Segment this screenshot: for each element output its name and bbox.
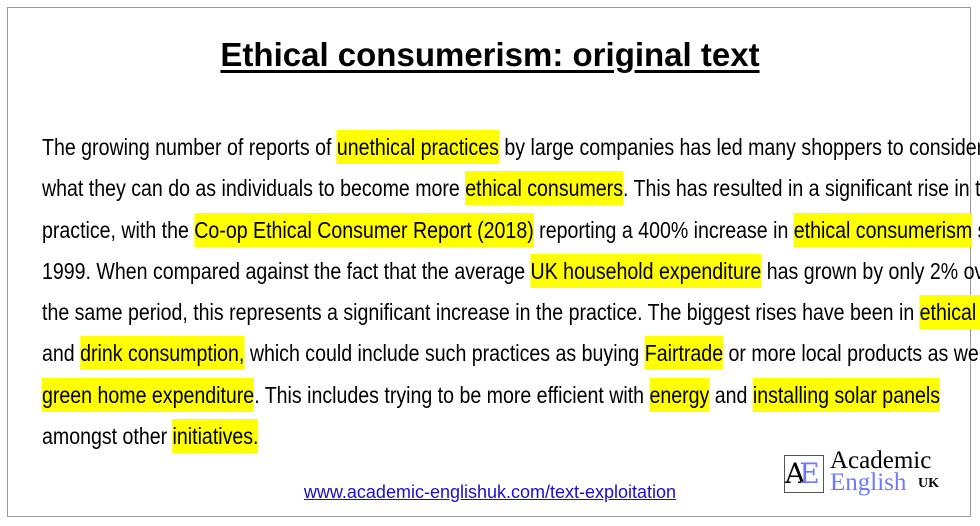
text-segment: what they can do as individuals to becom…: [42, 175, 466, 202]
text-segment: . This has resulted in a significant ris…: [622, 175, 980, 202]
page-title: Ethical consumerism: original text: [220, 36, 760, 73]
paragraph-line: green home expenditure. This includes tr…: [42, 376, 940, 417]
text-segment: the same period, this represents a signi…: [42, 299, 920, 326]
text-segment: . This includes trying to be more effici…: [254, 381, 650, 408]
paragraph: The growing number of reports of unethic…: [42, 128, 980, 458]
paragraph-line: practice, with the Co-op Ethical Consume…: [42, 211, 980, 252]
paragraph-line: The growing number of reports of unethic…: [42, 128, 980, 169]
paragraph-line: what they can do as individuals to becom…: [42, 169, 980, 210]
logo-text-academic: Academic: [830, 447, 932, 474]
paragraph-line: amongst other initiatives.: [42, 417, 936, 458]
paragraph-line: 1999. When compared against the fact tha…: [42, 252, 980, 293]
highlighted-phrase: Co-op Ethical Consumer Report (2018): [194, 212, 534, 247]
text-segment: by large companies has led many shoppers…: [498, 134, 980, 160]
slide-frame: [7, 7, 971, 517]
highlighted-phrase: initiatives.: [172, 419, 259, 454]
text-segment: has grown by only 2% over: [761, 257, 980, 284]
logo-text-uk: UK: [918, 476, 939, 491]
highlighted-phrase: energy: [649, 377, 710, 412]
highlighted-phrase: Fairtrade: [644, 336, 724, 371]
text-segment: or more local products as well as: [728, 340, 980, 367]
paragraph-line: and drink consumption, which could inclu…: [42, 334, 980, 375]
academic-english-uk-logo: AE Academic English UK: [784, 447, 954, 496]
text-segment: reporting a 400% increase in: [533, 216, 794, 243]
ae-logo-mark: AE: [784, 455, 824, 493]
text-segment: since: [972, 217, 980, 243]
highlighted-phrase: ethical consumerism: [793, 212, 973, 247]
highlighted-phrase: unethical practices: [336, 130, 499, 164]
text-segment: and: [709, 381, 753, 408]
text-segment: practice, with the: [42, 216, 195, 243]
highlighted-phrase: drink consumption,: [80, 336, 245, 371]
highlighted-phrase: ethical consumers: [465, 171, 623, 206]
paragraph-line: the same period, this represents a signi…: [42, 293, 980, 334]
logo-text-english: English: [830, 469, 907, 496]
text-segment: 1999. When compared against the fact tha…: [42, 257, 531, 284]
highlighted-phrase: ethical food: [919, 295, 980, 330]
text-segment: and: [42, 340, 81, 367]
highlighted-phrase: UK household expenditure: [530, 253, 762, 288]
text-segment: amongst other: [42, 423, 173, 450]
text-segment: The growing number of reports of: [42, 134, 337, 160]
footer-link[interactable]: www.academic-englishuk.com/text-exploita…: [303, 482, 677, 502]
highlighted-phrase: installing solar panels: [752, 377, 940, 412]
highlighted-phrase: green home expenditure: [42, 377, 255, 412]
text-segment: which could include such practices as bu…: [244, 340, 645, 367]
